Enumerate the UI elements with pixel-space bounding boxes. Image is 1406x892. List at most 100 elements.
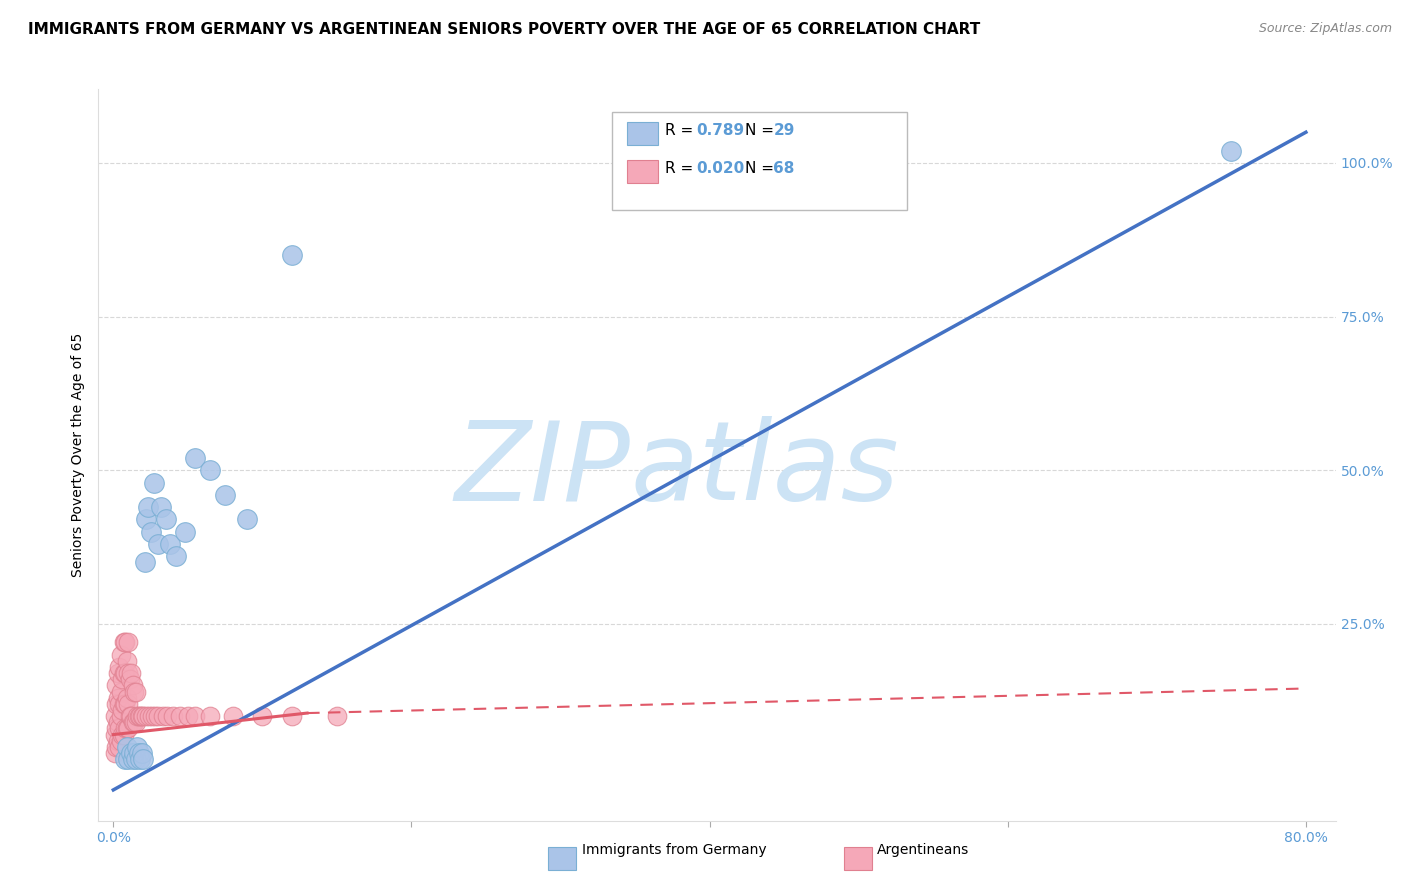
Point — [132, 709, 155, 723]
Point — [120, 709, 142, 723]
Point — [110, 709, 132, 723]
Point — [169, 709, 191, 723]
Point — [142, 475, 165, 490]
Point — [156, 709, 179, 723]
Point — [104, 709, 127, 723]
Point — [108, 722, 131, 736]
Point — [135, 709, 157, 723]
Text: R =: R = — [665, 123, 699, 138]
Point — [108, 739, 131, 754]
Point — [120, 746, 142, 760]
Text: 0.789: 0.789 — [696, 123, 744, 138]
Point — [200, 709, 222, 723]
Point — [326, 709, 349, 723]
Text: IMMIGRANTS FROM GERMANY VS ARGENTINEAN SENIORS POVERTY OVER THE AGE OF 65 CORREL: IMMIGRANTS FROM GERMANY VS ARGENTINEAN S… — [28, 22, 980, 37]
Text: Source: ZipAtlas.com: Source: ZipAtlas.com — [1258, 22, 1392, 36]
Point — [112, 666, 135, 681]
Point — [107, 715, 129, 730]
Point — [117, 697, 139, 711]
Point — [165, 549, 187, 564]
Point — [114, 666, 136, 681]
Point — [159, 537, 181, 551]
Text: ZIP: ZIP — [454, 416, 630, 523]
Point — [112, 728, 135, 742]
Point — [131, 709, 153, 723]
Point — [143, 709, 166, 723]
Point — [127, 709, 149, 723]
Point — [111, 703, 134, 717]
Point — [121, 715, 143, 730]
Point — [221, 709, 243, 723]
Text: 0.020: 0.020 — [696, 161, 744, 176]
Point — [125, 752, 148, 766]
Point — [122, 746, 145, 760]
Point — [150, 500, 173, 515]
Point — [114, 722, 136, 736]
Point — [200, 463, 222, 477]
Point — [129, 752, 152, 766]
Point — [108, 660, 131, 674]
Text: 68: 68 — [773, 161, 794, 176]
Point — [112, 635, 135, 649]
Point — [135, 512, 157, 526]
Point — [128, 746, 150, 760]
Point — [281, 709, 304, 723]
Point — [136, 500, 159, 515]
Point — [128, 709, 150, 723]
Point — [131, 746, 153, 760]
Text: R =: R = — [665, 161, 699, 176]
Point — [125, 684, 148, 698]
Point — [125, 715, 148, 730]
Point — [114, 697, 136, 711]
Point — [141, 709, 163, 723]
Point — [105, 678, 128, 692]
Point — [173, 524, 195, 539]
Point — [112, 697, 135, 711]
Point — [236, 512, 259, 526]
Point — [107, 690, 129, 705]
Point — [138, 709, 160, 723]
Point — [122, 684, 145, 698]
Point — [104, 728, 127, 742]
Text: 29: 29 — [773, 123, 794, 138]
Point — [129, 709, 152, 723]
Point — [115, 722, 138, 736]
Point — [252, 709, 274, 723]
Point — [152, 709, 174, 723]
Y-axis label: Seniors Poverty Over the Age of 65: Seniors Poverty Over the Age of 65 — [72, 333, 86, 577]
Point — [115, 690, 138, 705]
Point — [121, 752, 143, 766]
Point — [105, 722, 128, 736]
Point — [1220, 144, 1243, 158]
Point — [134, 556, 156, 570]
Point — [177, 709, 200, 723]
Point — [110, 648, 132, 662]
Point — [107, 666, 129, 681]
Point — [184, 709, 207, 723]
Point — [214, 488, 236, 502]
Text: Immigrants from Germany: Immigrants from Germany — [582, 843, 766, 857]
Point — [110, 733, 132, 747]
Point — [127, 739, 149, 754]
Point — [117, 635, 139, 649]
Text: Argentineans: Argentineans — [877, 843, 970, 857]
Point — [139, 524, 162, 539]
Point — [114, 752, 136, 766]
Point — [117, 752, 139, 766]
Text: atlas: atlas — [630, 416, 898, 523]
Point — [104, 746, 127, 760]
Point — [162, 709, 184, 723]
Point — [118, 673, 141, 687]
Point — [111, 673, 134, 687]
Point — [117, 722, 139, 736]
Point — [114, 635, 136, 649]
Point — [105, 739, 128, 754]
Point — [118, 709, 141, 723]
Point — [117, 666, 139, 681]
Point — [184, 450, 207, 465]
Point — [146, 709, 169, 723]
Point — [146, 537, 169, 551]
Point — [281, 248, 304, 262]
Point — [115, 739, 138, 754]
Point — [121, 678, 143, 692]
